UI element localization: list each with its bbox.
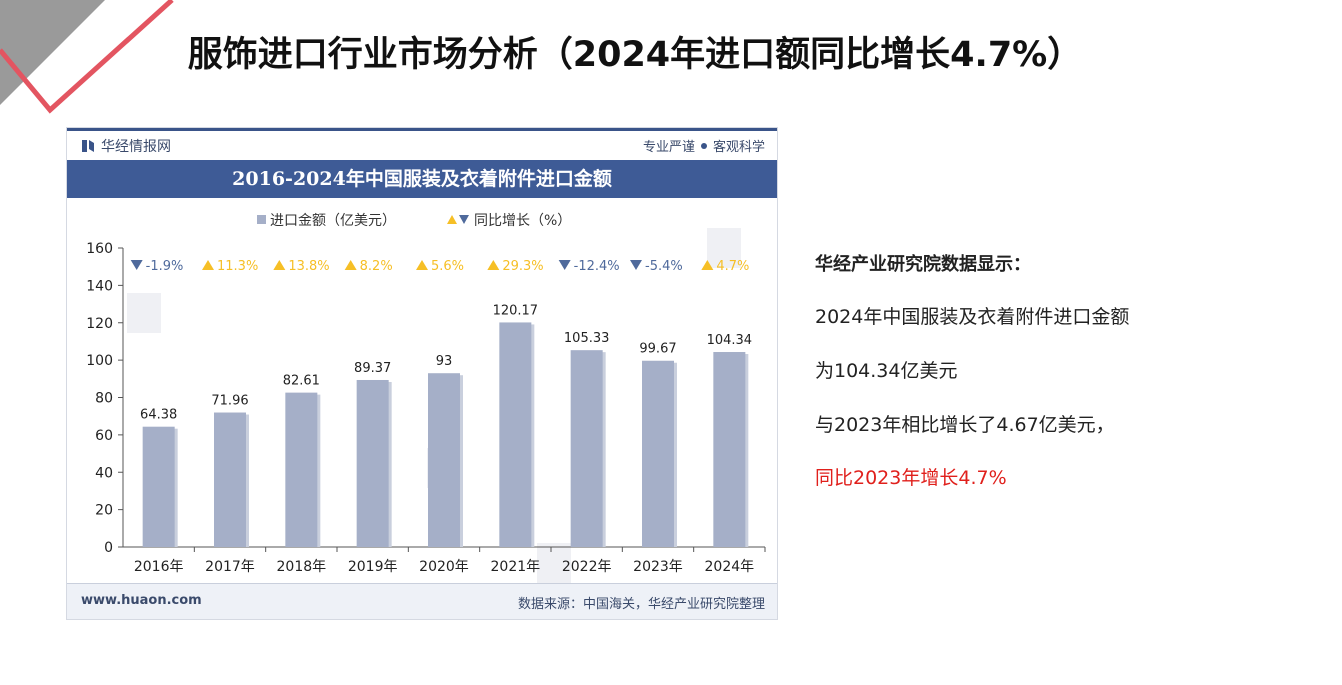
data-source: 数据来源：中国海关，华经产业研究院整理 — [517, 597, 765, 612]
bar-value-label: 99.67 — [639, 342, 676, 357]
x-tick-label: 2018年 — [277, 559, 327, 575]
legend-bar-label: 进口金额（亿美元） — [270, 213, 396, 229]
growth-label: -12.4% — [574, 259, 620, 274]
growth-label: 29.3% — [502, 259, 543, 274]
y-tick-label: 60 — [95, 428, 113, 444]
bar-value-label: 120.17 — [493, 303, 539, 318]
bar-value-label: 82.61 — [283, 374, 320, 389]
y-tick-label: 160 — [86, 241, 113, 257]
legend-bar-swatch — [257, 215, 266, 224]
bar — [570, 350, 603, 547]
y-tick-label: 20 — [95, 503, 113, 519]
growth-label: 5.6% — [431, 259, 464, 274]
website-link[interactable]: www.huaon.com — [81, 593, 202, 608]
y-tick-label: 120 — [86, 316, 113, 332]
tagline-left: 专业严谨 — [642, 140, 695, 155]
x-tick-label: 2024年 — [705, 559, 755, 575]
y-tick-label: 140 — [86, 278, 113, 294]
growth-up-triangle-icon — [202, 260, 214, 270]
y-tick-label: 100 — [86, 353, 113, 369]
y-tick-label: 40 — [95, 465, 113, 481]
bar-value-label: 89.37 — [354, 361, 391, 376]
x-tick-label: 2020年 — [419, 559, 469, 575]
slide-title: 服饰进口行业市场分析（2024年进口额同比增长4.7%） — [187, 35, 1083, 75]
tagline-dot-icon — [700, 143, 707, 149]
summary-heading: 华经产业研究院数据显示： — [815, 254, 1031, 275]
watermark-block-2 — [537, 543, 571, 583]
growth-down-triangle-icon — [630, 260, 642, 270]
growth-up-triangle-icon — [273, 260, 286, 270]
growth-label: 11.3% — [217, 259, 258, 274]
legend-up-triangle-icon — [447, 215, 457, 224]
corner-red-stroke — [0, 0, 174, 114]
legend-down-triangle-icon — [459, 215, 469, 224]
watermark-block-0 — [127, 293, 161, 333]
chart-card: 华经情报网 专业严谨 客观科学 2016-2024年中国服装及衣着附件进口金额 进… — [66, 127, 778, 620]
growth-down-triangle-icon — [130, 260, 143, 270]
growth-label: -5.4% — [645, 259, 683, 274]
card-topbar: 华经情报网 专业严谨 客观科学 — [67, 128, 777, 160]
x-tick-label: 2021年 — [491, 559, 541, 575]
brand-logo-icon — [82, 140, 94, 152]
bar-value-label: 71.96 — [211, 394, 248, 409]
bar-value-label: 105.33 — [564, 331, 610, 346]
watermark-block-3 — [707, 228, 741, 268]
growth-up-triangle-icon — [487, 260, 500, 270]
growth-label: 13.8% — [288, 259, 329, 274]
chart-legend: 进口金额（亿美元） 同比增长（%） — [257, 213, 571, 229]
bar — [285, 392, 318, 547]
x-tick-label: 2022年 — [562, 559, 612, 575]
bar-series: 64.38 71.96 82.61 89.37 93 120.17 105.33 99.67 1… — [140, 303, 752, 547]
growth-label: 4.7% — [716, 259, 749, 274]
bar — [642, 360, 674, 547]
growth-up-triangle-icon — [344, 260, 357, 270]
brand-name: 华经情报网 — [101, 139, 171, 155]
x-tick-label: 2023年 — [633, 559, 683, 575]
bar-value-label: 93 — [436, 354, 453, 369]
bar — [356, 379, 389, 547]
bar — [142, 426, 175, 547]
bar — [214, 412, 246, 547]
bar — [499, 322, 532, 547]
chart-axes: 0 20 40 60 80 100 120 140 160 2016年 2017年 2018年 2019… — [86, 241, 766, 575]
summary-line-3: 与2023年相比增长了4.67亿美元， — [815, 414, 1115, 436]
summary-line-2: 为104.34亿美元 — [815, 360, 958, 382]
summary-line-4: 同比2023年增长4.7% — [815, 467, 1007, 489]
y-tick-label: 0 — [104, 540, 113, 556]
growth-up-triangle-icon — [701, 260, 714, 270]
growth-label: 8.2% — [360, 259, 393, 274]
bar — [713, 352, 746, 547]
bar — [428, 373, 460, 547]
card-footer: www.huaon.com 数据来源：中国海关，华经产业研究院整理 — [67, 583, 777, 619]
growth-up-triangle-icon — [416, 260, 428, 270]
bar-value-label: 64.38 — [140, 408, 177, 423]
tagline: 专业严谨 客观科学 — [643, 136, 765, 155]
legend-growth-label: 同比增长（%） — [474, 213, 571, 229]
x-tick-label: 2019年 — [348, 559, 398, 575]
x-tick-label: 2016年 — [134, 559, 184, 575]
growth-labels: -1.9% 11.3% 13.8% 8.2% 5.6% 29.3% -12.4% -5.4% 4… — [130, 259, 749, 274]
bar-chart: 进口金额（亿美元） 同比增长（%） 0 20 40 60 80 100 120 140 160 2… — [86, 213, 766, 583]
growth-label: -1.9% — [146, 259, 184, 274]
tagline-right: 客观科学 — [712, 140, 765, 155]
y-tick-label: 80 — [95, 391, 113, 407]
x-tick-label: 2017年 — [205, 559, 255, 575]
brand: 华经情报网 — [81, 136, 171, 156]
chart-title: 2016-2024年中国服装及衣着附件进口金额 — [67, 160, 777, 198]
bar-value-label: 104.34 — [707, 333, 753, 348]
summary-line-1: 2024年中国服装及衣着附件进口金额 — [815, 306, 1130, 328]
growth-down-triangle-icon — [558, 260, 571, 270]
